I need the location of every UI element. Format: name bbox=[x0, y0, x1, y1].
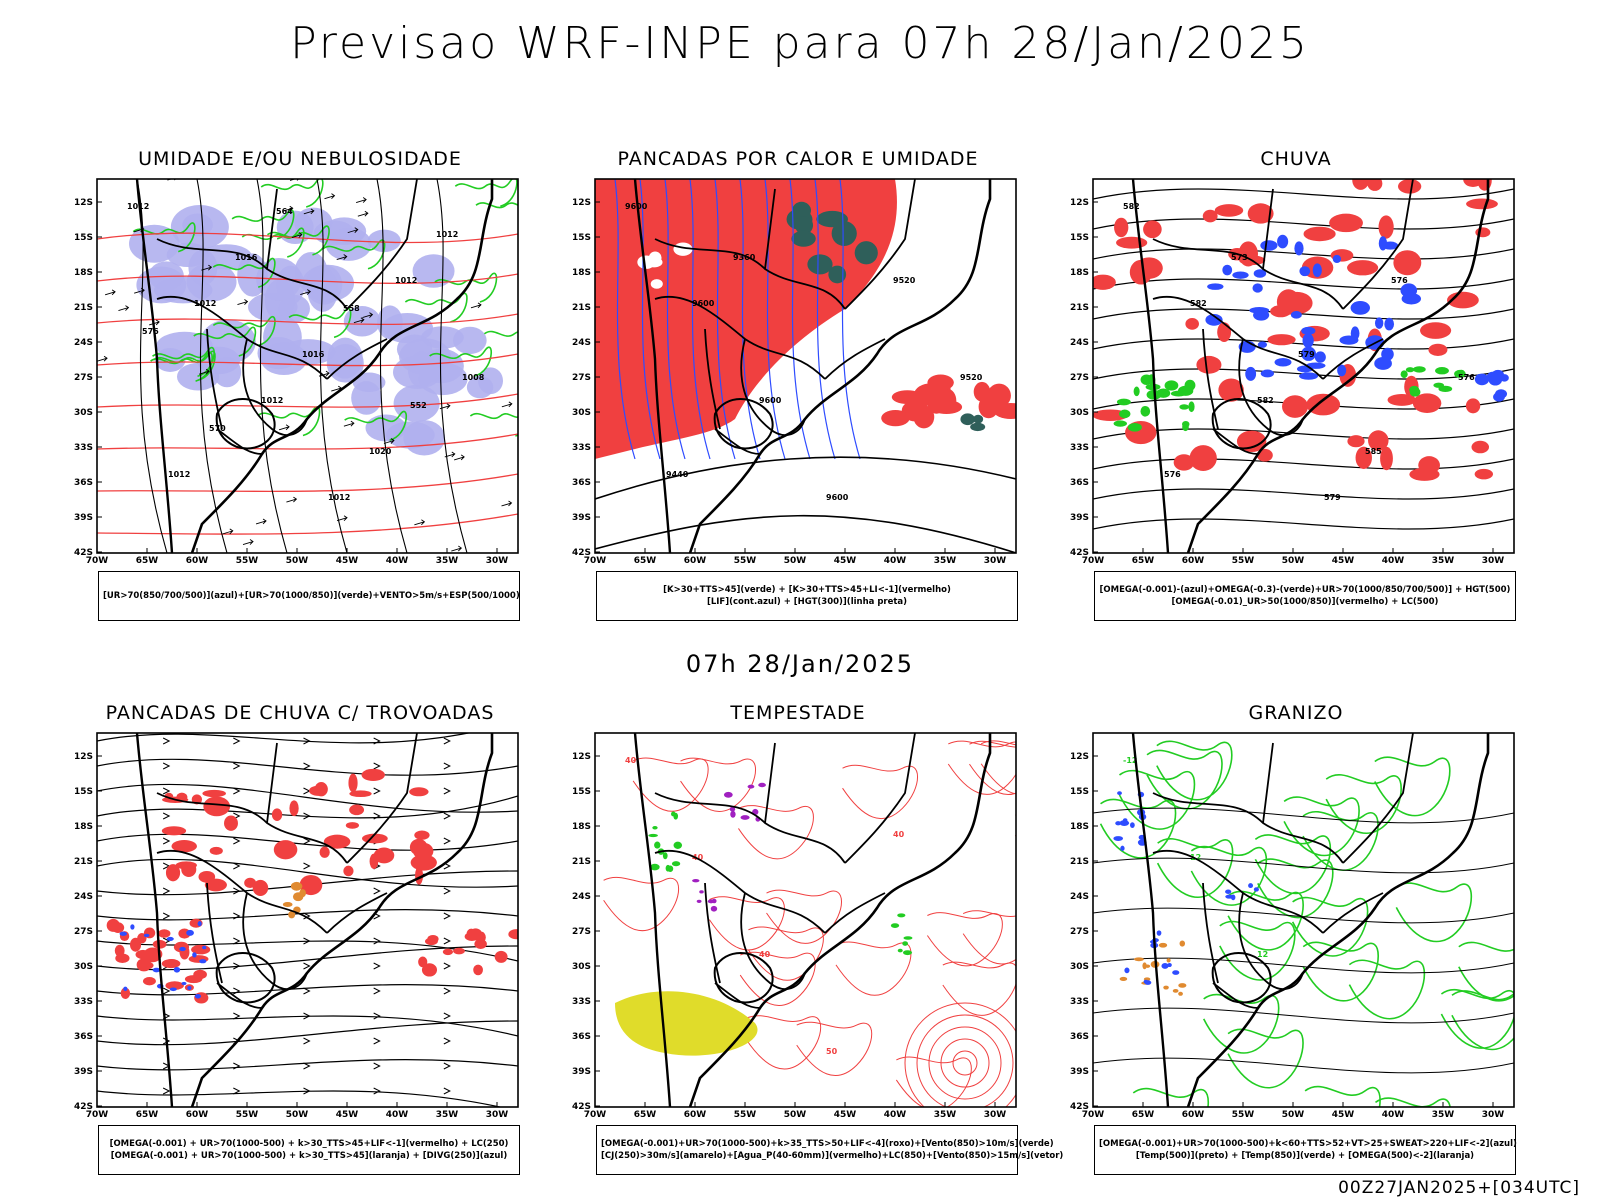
legend-line: [OMEGA(-0.01)_UR>50(1000/850)](vermelho)… bbox=[1171, 597, 1439, 607]
legend-pancadas-calor: [K>30+TTS>45](verde) + [K>30+TTS>45+LI<-… bbox=[596, 571, 1018, 621]
legend-line: [CJ(250)>30m/s](amarelo)+[Agua_P(40-60mm… bbox=[601, 1151, 1064, 1161]
panel-title: PANCADAS DE CHUVA C/ TROVOADAS bbox=[105, 702, 495, 724]
panel-title: PANCADAS POR CALOR E UMIDADE bbox=[617, 148, 979, 170]
panel-umidade: UMIDADE E/OU NEBULOSIDADE bbox=[55, 148, 545, 638]
legend-umidade: [UR>70(850/700/500)](azul)+[UR>70(1000/8… bbox=[98, 571, 520, 621]
legend-line: [K>30+TTS>45](verde) + [K>30+TTS>45+LI<-… bbox=[663, 585, 951, 595]
panel-title: GRANIZO bbox=[1248, 702, 1344, 724]
legend-line: [LIF](cont.azul) + [HGT(300)](linha pret… bbox=[706, 597, 908, 607]
panel-title: UMIDADE E/OU NEBULOSIDADE bbox=[138, 148, 462, 170]
panel-trovoadas: PANCADAS DE CHUVA C/ TROVOADAS bbox=[55, 702, 545, 1192]
legend-line: [OMEGA(-0.001) + UR>70(1000-500) + k>30_… bbox=[109, 1139, 509, 1149]
legend-tempestade: [OMEGA(-0.001)+UR>70(1000-500)+k>35_TTS>… bbox=[596, 1125, 1064, 1175]
panel-title: TEMPESTADE bbox=[730, 702, 866, 724]
legend-line: [OMEGA(-0.001)+UR>70(1000-500)+k>35_TTS>… bbox=[601, 1139, 1054, 1149]
panel-granizo: GRANIZO bbox=[1051, 702, 1541, 1192]
panel-title: CHUVA bbox=[1260, 148, 1332, 170]
run-timestamp: 00Z27JAN2025+[034UTC] bbox=[1338, 1178, 1580, 1198]
panel-tempestade: TEMPESTADE bbox=[553, 702, 1043, 1192]
legend-line: [UR>70(850/700/500)](azul)+[UR>70(1000/8… bbox=[103, 591, 520, 601]
legend-granizo: [OMEGA(-0.001)+UR>70(1000-500)+k<60+TTS>… bbox=[1094, 1125, 1517, 1175]
legend-line: [OMEGA(-0.001)-(azul)+OMEGA(-0.3)-(verde… bbox=[1099, 585, 1511, 595]
panel-pancadas-calor: PANCADAS POR CALOR E UMIDADE bbox=[553, 148, 1043, 638]
mid-date-title: 07h 28/Jan/2025 bbox=[685, 650, 915, 678]
legend-line: [Temp(500)](preto) + [Temp(850)](verde) … bbox=[1135, 1151, 1475, 1161]
page-title: Previsao WRF-INPE para 07h 28/Jan/2025 bbox=[290, 18, 1310, 69]
legend-line: [OMEGA(-0.001) + UR>70(1000-500) + k>30_… bbox=[110, 1151, 508, 1161]
panel-chuva: CHUVA bbox=[1051, 148, 1541, 638]
legend-chuva: [OMEGA(-0.001)-(azul)+OMEGA(-0.3)-(verde… bbox=[1094, 571, 1516, 621]
legend-line: [OMEGA(-0.001)+UR>70(1000-500)+k<60+TTS>… bbox=[1099, 1139, 1517, 1149]
legend-trovoadas: [OMEGA(-0.001) + UR>70(1000-500) + k>30_… bbox=[98, 1125, 520, 1175]
